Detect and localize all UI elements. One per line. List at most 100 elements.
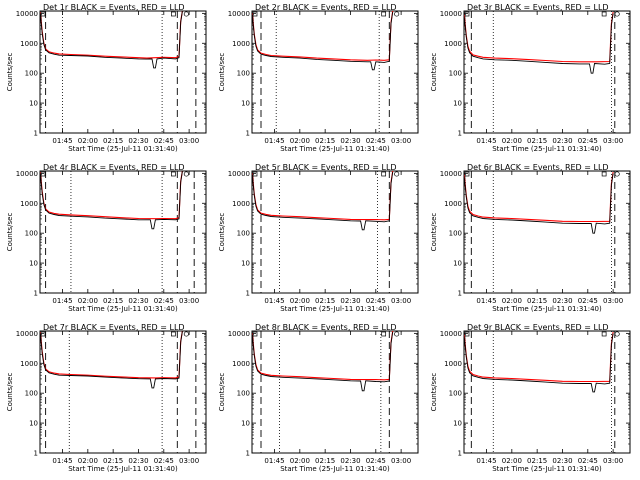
plot-frame [463,10,631,134]
x-tick-label: 01:45 [264,297,284,305]
y-tick-label: 1000 [232,200,250,208]
x-tick-label: 03:00 [603,297,623,305]
y-tick-label: 100 [25,390,38,398]
y-tick-label: 10000 [16,330,38,338]
x-tick-label: 03:00 [391,457,411,465]
panel-8: Det 8r BLACK = Events, RED = LLD 1 10 100 10… [218,323,419,473]
series-events-line [252,12,394,71]
marker-square [464,331,470,337]
plot-frame [251,330,419,454]
y-tick-label: 1 [246,290,250,298]
chart-title: Det 6r BLACK = Events, RED = LLD [467,163,609,172]
y-tick-label: 10000 [228,10,250,18]
series-events-line [40,331,183,389]
x-tick-label: 02:15 [315,137,335,145]
panel-1: Det 1r BLACK = Events, RED = LLD 1 10 100 10… [6,3,207,153]
x-tick-label: 02:30 [128,297,148,305]
x-tick-label: 02:30 [552,457,572,465]
series-lld-line [464,332,614,383]
x-tick-label: 02:15 [103,297,123,305]
y-tick-label: 100 [449,70,462,78]
marker-circle [394,331,400,337]
y-axis-label: Counts/sec [430,373,438,412]
marker-square [252,171,258,177]
y-axis-label: Counts/sec [6,373,14,412]
marker-circle [394,11,400,17]
x-axis-label: Start Time (25-Jul-11 01:31:40) [280,145,390,153]
x-tick-label: 02:00 [78,297,98,305]
marker-square [464,171,470,177]
x-tick-label: 02:30 [340,457,360,465]
panel-4: Det 4r BLACK = Events, RED = LLD 1 10 100 10… [6,163,207,313]
x-tick-label: 02:00 [290,457,310,465]
plot-frame [463,330,631,454]
x-tick-label: 03:00 [391,297,411,305]
series-lld-line [464,12,614,63]
x-tick-label: 02:00 [290,297,310,305]
x-axis-label: Start Time (25-Jul-11 01:31:40) [492,465,602,473]
panel-6: Det 6r BLACK = Events, RED = LLD 1 10 100 10… [430,163,631,313]
panel-3: Det 3r BLACK = Events, RED = LLD 1 10 100 10… [430,3,631,153]
series-lld-line [40,331,183,379]
y-tick-label: 10000 [228,170,250,178]
x-tick-label: 02:15 [103,137,123,145]
marker-square [381,171,387,177]
x-tick-label: 02:15 [527,137,547,145]
x-tick-label: 02:30 [340,297,360,305]
x-tick-label: 02:30 [552,297,572,305]
x-tick-label: 03:00 [603,137,623,145]
y-tick-label: 100 [449,390,462,398]
y-tick-label: 1 [458,130,462,138]
panel-2: Det 2r BLACK = Events, RED = LLD 1 10 100 10… [218,3,419,153]
plot-frame [251,10,419,134]
x-axis-label: Start Time (25-Jul-11 01:31:40) [492,305,602,313]
series-events-line [464,333,614,393]
x-tick-label: 01:45 [476,137,496,145]
x-tick-label: 03:00 [179,457,199,465]
plot-frame [39,330,207,454]
marker-square [381,11,387,17]
x-tick-label: 02:00 [290,137,310,145]
chart-title: Det 4r BLACK = Events, RED = LLD [43,163,185,172]
plot-frame [39,170,207,294]
y-tick-label: 10 [453,260,462,268]
x-tick-label: 02:45 [578,457,598,465]
y-axis-label: Counts/sec [6,213,14,252]
marker-square [40,171,46,177]
y-tick-label: 100 [25,230,38,238]
y-tick-label: 1000 [20,360,38,368]
series-events-line [252,332,394,392]
panel-7: Det 7r BLACK = Events, RED = LLD 1 10 100 10… [6,323,207,473]
y-tick-label: 100 [237,70,250,78]
x-axis-label: Start Time (25-Jul-11 01:31:40) [68,145,178,153]
x-tick-label: 01:45 [264,457,284,465]
x-axis-label: Start Time (25-Jul-11 01:31:40) [280,305,390,313]
y-tick-label: 1 [34,290,38,298]
series-events-line [40,171,183,230]
marker-square [252,11,258,17]
y-tick-label: 1 [34,450,38,458]
series-events-line [464,13,614,74]
y-tick-label: 10 [453,420,462,428]
x-tick-label: 01:45 [264,137,284,145]
marker-square [464,11,470,17]
y-tick-label: 1000 [20,40,38,48]
marker-square [171,11,176,17]
x-tick-label: 02:00 [502,457,522,465]
x-axis-label: Start Time (25-Jul-11 01:31:40) [492,145,602,153]
series-lld-line [40,11,183,59]
y-tick-label: 10000 [440,170,462,178]
panel-5: Det 5r BLACK = Events, RED = LLD 1 10 100 10… [218,163,419,313]
x-tick-label: 02:00 [78,137,98,145]
series-lld-line [40,171,183,220]
x-tick-label: 02:45 [578,297,598,305]
series-lld-line [464,172,614,223]
x-tick-label: 02:45 [578,137,598,145]
x-tick-label: 01:45 [52,137,72,145]
x-tick-label: 02:45 [366,137,386,145]
x-tick-label: 02:15 [103,457,123,465]
y-axis-label: Counts/sec [6,53,14,92]
marker-circle [394,171,400,177]
marker-circle [183,171,189,177]
